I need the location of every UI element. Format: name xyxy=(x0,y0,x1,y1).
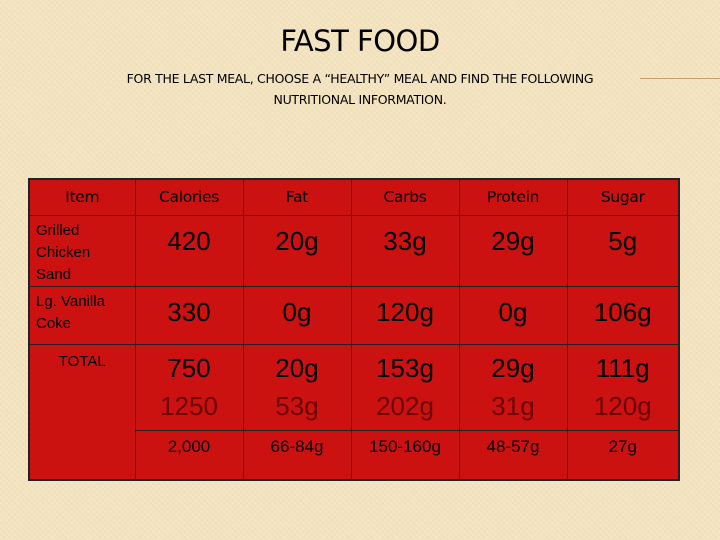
item-name-cell: Lg. Vanilla Coke xyxy=(28,285,136,345)
total-carbs-cell: 153g 202g xyxy=(350,343,460,431)
recommended-calories: 2,000 xyxy=(134,429,244,481)
compare-value: 1250 xyxy=(160,390,218,421)
total-value: 111g xyxy=(595,352,650,383)
item-name-line: Coke xyxy=(36,314,72,332)
calories-cell: 420 xyxy=(134,214,244,287)
compare-value: 53g xyxy=(275,390,319,421)
total-value: 750 xyxy=(167,352,211,383)
calories-cell: 330 xyxy=(134,285,244,345)
subtitle-line-2: NUTRITIONAL INFORMATION. xyxy=(273,92,447,107)
compare-value: 120g xyxy=(593,390,652,421)
total-value: 20g xyxy=(275,352,319,383)
header-carbs: Carbs xyxy=(350,178,460,216)
header-calories: Calories xyxy=(134,178,244,216)
subtitle-line-1: FOR THE LAST MEAL, CHOOSE A “HEALTHY” ME… xyxy=(126,71,594,86)
total-value: 153g xyxy=(376,352,434,383)
compare-value: 202g xyxy=(376,390,434,421)
sugar-cell: 106g xyxy=(566,285,680,345)
recommended-protein: 48-57g xyxy=(458,429,568,481)
table-header-row: Item Calories Fat Carbs Protein Sugar xyxy=(28,178,680,216)
carbs-cell: 120g xyxy=(350,285,460,345)
sugar-cell: 5g xyxy=(566,214,680,287)
page-title: FAST FOOD xyxy=(280,24,440,58)
total-label: TOTAL xyxy=(28,343,136,481)
decorative-rule xyxy=(640,78,720,79)
total-fat-cell: 20g 53g xyxy=(242,343,352,431)
recommended-row: 2,000 66-84g 150-160g 48-57g 27g xyxy=(29,429,680,481)
table-row: Grilled Chicken Sand 420 20g 33g 29g 5g xyxy=(28,214,680,287)
total-sugar-cell: 111g 120g xyxy=(566,343,680,431)
table-row: Lg. Vanilla Coke 330 0g 120g 0g 106g xyxy=(28,285,680,345)
protein-cell: 0g xyxy=(458,285,568,345)
item-name-line: Grilled xyxy=(36,221,80,239)
nutrition-table: Item Calories Fat Carbs Protein Sugar Gr… xyxy=(28,178,680,481)
total-calories-cell: 750 1250 xyxy=(134,343,244,431)
protein-cell: 29g xyxy=(458,214,568,287)
item-name-line: Sand xyxy=(36,265,72,283)
header-item: Item xyxy=(28,178,136,216)
compare-value: 31g xyxy=(491,390,535,421)
header-fat: Fat xyxy=(242,178,352,216)
carbs-cell: 33g xyxy=(350,214,460,287)
recommended-fat: 66-84g xyxy=(242,429,352,481)
total-row: TOTAL 750 1250 20g 53g 153g 202g 29g 31g xyxy=(28,343,680,481)
recommended-carbs: 150-160g xyxy=(350,429,460,481)
total-value: 29g xyxy=(491,352,535,383)
page-subtitle: FOR THE LAST MEAL, CHOOSE A “HEALTHY” ME… xyxy=(60,68,660,110)
recommended-sugar: 27g xyxy=(566,429,680,481)
header-sugar: Sugar xyxy=(566,178,680,216)
total-protein-cell: 29g 31g xyxy=(458,343,568,431)
item-name-line: Lg. Vanilla xyxy=(36,292,105,310)
header-protein: Protein xyxy=(458,178,568,216)
fat-cell: 0g xyxy=(242,285,352,345)
fat-cell: 20g xyxy=(242,214,352,287)
item-name-line: Chicken xyxy=(36,243,91,261)
item-name-cell: Grilled Chicken Sand xyxy=(28,214,136,287)
